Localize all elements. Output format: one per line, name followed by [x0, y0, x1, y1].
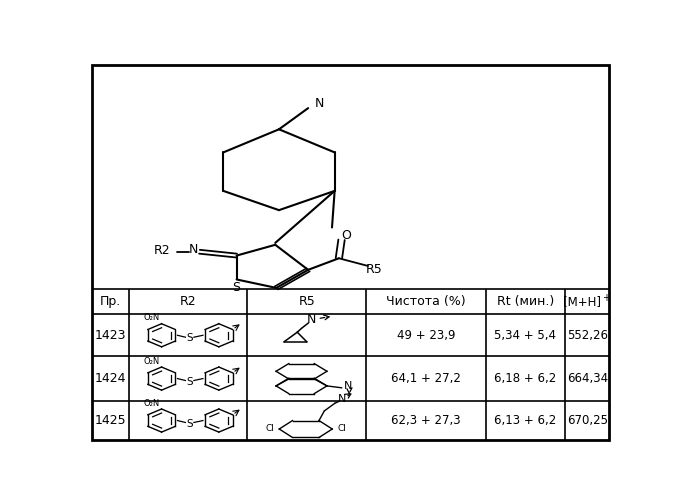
- Text: R5: R5: [366, 262, 383, 276]
- Text: R2: R2: [180, 295, 196, 308]
- Text: 49 + 23,9: 49 + 23,9: [397, 329, 456, 342]
- Text: S: S: [186, 418, 193, 428]
- Text: 664,34: 664,34: [566, 372, 608, 385]
- Text: 1424: 1424: [94, 372, 126, 385]
- Text: Cl: Cl: [337, 424, 346, 433]
- Text: S: S: [233, 282, 241, 294]
- Text: S: S: [186, 334, 193, 344]
- Text: 6,13 + 6,2: 6,13 + 6,2: [495, 414, 557, 427]
- Text: [М+Н]: [М+Н]: [563, 295, 601, 308]
- Text: O₂N: O₂N: [144, 398, 160, 407]
- Text: N: N: [344, 381, 352, 391]
- Text: 64,1 + 27,2: 64,1 + 27,2: [391, 372, 461, 385]
- Text: S: S: [186, 376, 193, 386]
- Text: R2: R2: [154, 244, 171, 257]
- Text: 6,18 + 6,2: 6,18 + 6,2: [495, 372, 557, 385]
- Text: 552,26: 552,26: [567, 329, 608, 342]
- Text: N: N: [338, 394, 347, 404]
- Text: O₂N: O₂N: [144, 314, 160, 322]
- Text: N: N: [306, 314, 316, 326]
- Text: O₂N: O₂N: [144, 357, 160, 366]
- Text: N: N: [315, 97, 324, 110]
- Text: Cl: Cl: [265, 424, 274, 433]
- Text: 62,3 + 27,3: 62,3 + 27,3: [391, 414, 461, 427]
- Text: O: O: [341, 228, 351, 241]
- Text: 5,34 + 5,4: 5,34 + 5,4: [495, 329, 557, 342]
- Text: Пр.: Пр.: [100, 295, 121, 308]
- Text: +: +: [602, 292, 610, 302]
- Text: N: N: [188, 244, 198, 256]
- Text: Чистота (%): Чистота (%): [386, 295, 466, 308]
- Text: 670,25: 670,25: [567, 414, 608, 427]
- Text: Rt (мин.): Rt (мин.): [497, 295, 554, 308]
- Text: 1425: 1425: [94, 414, 127, 427]
- Text: R5: R5: [298, 295, 315, 308]
- Text: 1423: 1423: [94, 329, 126, 342]
